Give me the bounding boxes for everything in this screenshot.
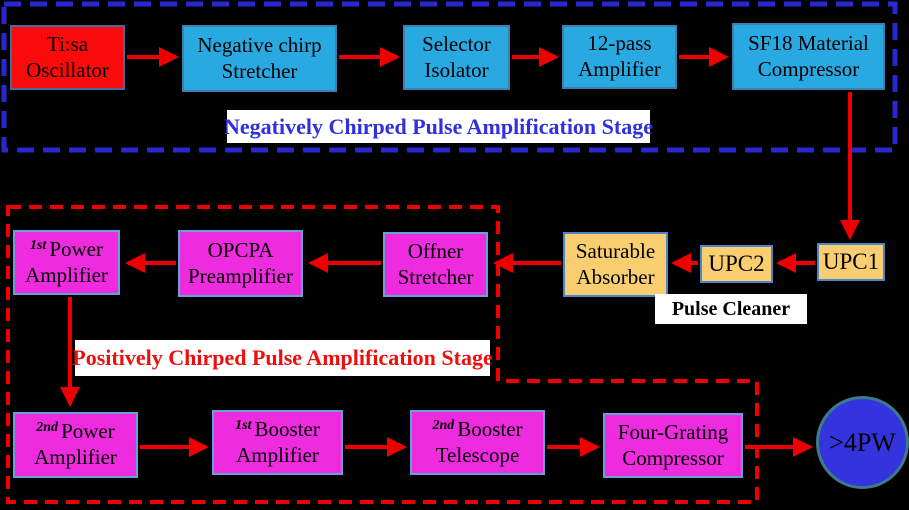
node-label: Stretcher	[221, 58, 298, 83]
node-sf18-material-compressor: SF18 Material Compressor	[732, 23, 885, 90]
ordinal-superscript: 2nd	[36, 420, 59, 436]
node-label: Telescope	[435, 442, 520, 467]
node-first-power-amplifier: 1st Power Amplifier	[13, 230, 120, 295]
node-label: Amplifier	[236, 442, 319, 467]
node-label: 1st Booster	[235, 417, 320, 443]
node-label-text: Booster	[457, 416, 523, 441]
node-second-booster-telescope: 2nd Booster Telescope	[410, 410, 545, 475]
node-label: 2nd Power	[36, 419, 114, 445]
node-label: Four-Grating	[617, 419, 729, 444]
node-label: Selector	[422, 31, 491, 56]
negative-stage-title: Negatively Chirped Pulse Amplification S…	[224, 110, 653, 143]
node-label: 12-pass	[587, 31, 652, 56]
node-label: 1st Power	[30, 237, 103, 263]
node-label: Oscillator	[26, 57, 109, 82]
positive-stage-dashed-border	[6, 205, 759, 504]
node-label: Saturable	[575, 238, 656, 263]
negative-stage-dashed-border	[1, 1, 898, 153]
node-negative-chirp-stretcher: Negative chirp Stretcher	[182, 25, 337, 92]
node-label: Amplifier	[578, 57, 661, 81]
node-offner-stretcher: Offner Stretcher	[383, 232, 488, 297]
node-label-text: Power	[61, 419, 115, 444]
node-label: Isolator	[424, 57, 489, 82]
node-label: Amplifier	[34, 445, 117, 469]
node-label: Offner	[407, 238, 464, 263]
positive-stage-title: Positively Chirped Pulse Amplification S…	[72, 340, 493, 376]
ordinal-superscript: 1st	[235, 417, 252, 433]
node-label: Preamplifier	[188, 263, 293, 288]
node-upc2: UPC2	[700, 245, 773, 283]
node-four-grating-compressor: Four-Grating Compressor	[603, 413, 743, 478]
node-label: Stretcher	[397, 264, 474, 289]
node-label: Compressor	[622, 445, 724, 470]
node-saturable-absorber: Saturable Absorber	[563, 232, 668, 297]
node-label: Negative chirp	[197, 32, 322, 57]
node-opcpa-preamplifier: OPCPA Preamplifier	[178, 230, 303, 297]
node-label: OPCPA	[207, 237, 274, 262]
node-label-text: Power	[49, 236, 103, 261]
node-tisa-oscillator: Ti:sa Oscillator	[10, 25, 125, 90]
node-selector-isolator: Selector Isolator	[403, 25, 510, 90]
node-upc1: UPC1	[817, 243, 885, 281]
node-label-text: Booster	[254, 416, 320, 441]
node-label: 2nd Booster	[432, 417, 522, 443]
ordinal-superscript: 1st	[29, 237, 47, 253]
node-12-pass-amplifier: 12-pass Amplifier	[562, 25, 677, 89]
ordinal-superscript: 2nd	[432, 417, 455, 433]
node-label: Amplifier	[25, 262, 108, 287]
node-label: Ti:sa	[46, 31, 89, 56]
node-second-power-amplifier: 2nd Power Amplifier	[13, 412, 138, 478]
node-label: Compressor	[757, 56, 860, 81]
output-label: >4PW	[829, 427, 896, 457]
node-label: Absorber	[576, 264, 655, 289]
node-output-power: >4PW	[816, 396, 909, 489]
node-first-booster-amplifier: 1st Booster Amplifier	[212, 410, 343, 475]
node-label: SF18 Material	[748, 30, 869, 55]
pulse-cleaner-title: Pulse Cleaner	[655, 294, 807, 324]
